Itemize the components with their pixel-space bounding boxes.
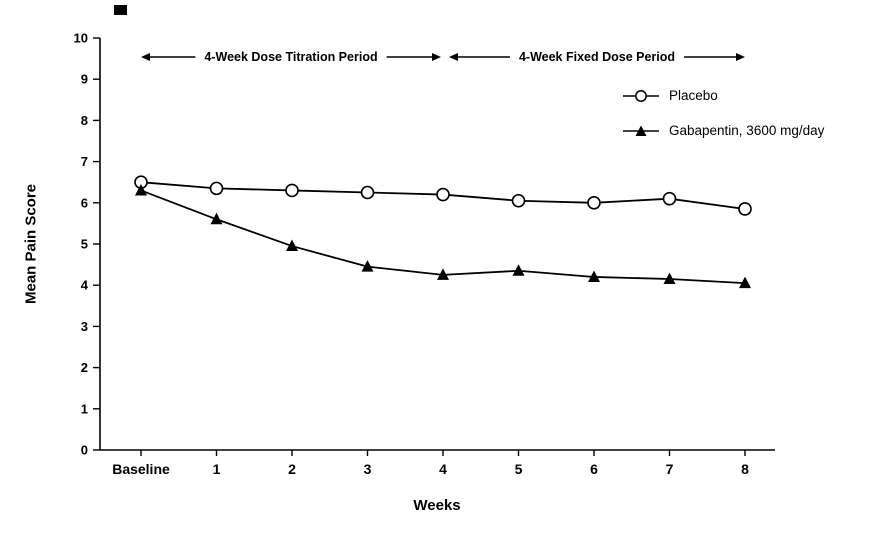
data-point-triangle <box>663 272 676 285</box>
data-point-triangle <box>588 270 600 282</box>
x-tick-label: 1 <box>213 461 221 477</box>
data-point-circle <box>285 183 299 198</box>
y-tick-label: 1 <box>81 401 88 416</box>
y-tick-label: 7 <box>81 154 88 169</box>
data-point-circle <box>738 202 752 216</box>
legend-label-gabapentin: Gabapentin, 3600 mg/day <box>669 123 825 138</box>
left-arrowhead-icon <box>449 53 458 61</box>
right-arrowhead-icon <box>432 53 441 61</box>
x-tick-label: 7 <box>666 461 674 477</box>
y-tick-label: 10 <box>74 31 88 46</box>
y-tick-label: 2 <box>81 360 88 375</box>
x-axis-title: Weeks <box>413 497 461 514</box>
y-tick-label: 4 <box>81 278 89 293</box>
x-tick-label: 6 <box>590 461 598 477</box>
x-tick-label: 8 <box>741 461 749 477</box>
y-tick-label: 6 <box>81 195 88 210</box>
data-point-circle <box>511 193 526 208</box>
legend-item-placebo: Placebo <box>622 88 824 103</box>
data-point-triangle <box>286 239 298 252</box>
legend-label-placebo: Placebo <box>669 88 718 103</box>
y-tick-label: 8 <box>81 113 88 128</box>
data-point-circle <box>662 191 677 206</box>
placebo-line-marker-icon <box>623 89 659 102</box>
y-tick-label: 3 <box>81 319 88 334</box>
y-axis-title: Mean Pain Score <box>22 183 40 305</box>
data-point-circle <box>587 196 601 210</box>
data-point-triangle <box>739 276 751 289</box>
x-tick-label: 4 <box>439 461 447 477</box>
y-tick-label: 0 <box>81 443 88 458</box>
x-tick-label: 2 <box>288 461 296 477</box>
annotation-label: 4-Week Dose Titration Period <box>204 50 377 64</box>
x-tick-label: 3 <box>364 461 372 477</box>
x-tick-label: Baseline <box>112 461 170 477</box>
data-point-circle <box>436 187 450 202</box>
annotation-label: 4-Week Fixed Dose Period <box>519 50 675 64</box>
page-corner-mark <box>114 5 127 15</box>
gabapentin-line-marker-icon <box>623 125 659 136</box>
legend-item-gabapentin: Gabapentin, 3600 mg/day <box>622 123 824 138</box>
data-point-triangle <box>135 183 147 196</box>
data-point-triangle <box>210 212 223 225</box>
left-arrowhead-icon <box>141 53 150 61</box>
x-tick-label: 5 <box>515 461 523 477</box>
y-tick-label: 5 <box>81 237 88 252</box>
y-tick-label: 9 <box>81 72 88 87</box>
right-arrowhead-icon <box>736 53 745 61</box>
data-point-circle <box>209 181 224 196</box>
data-point-circle <box>360 185 375 200</box>
chart-legend: Placebo Gabapentin, 3600 mg/day <box>622 88 824 138</box>
data-point-triangle <box>361 260 374 272</box>
data-point-triangle <box>512 264 525 276</box>
data-point-triangle <box>437 268 449 280</box>
